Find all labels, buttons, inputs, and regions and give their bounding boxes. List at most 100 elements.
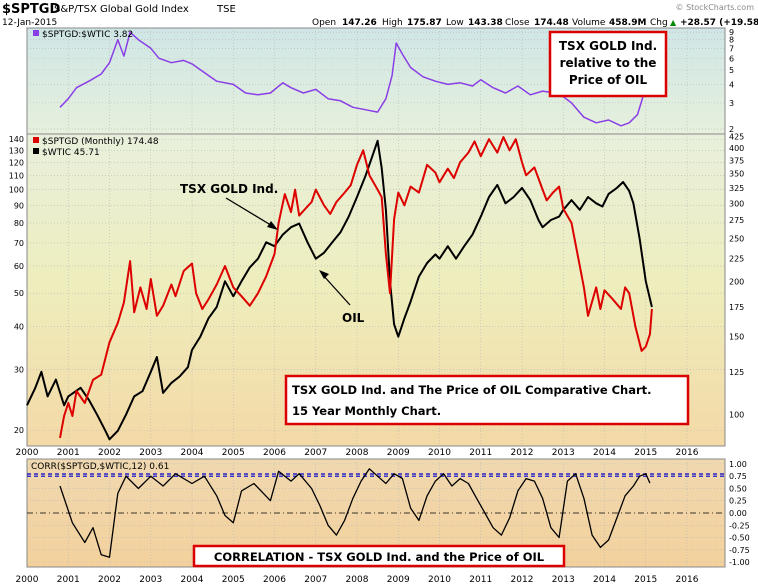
x-tick-label-mid: 2007: [304, 448, 327, 458]
chg-value: +28.57 (+19.58%): [680, 18, 758, 28]
ratio-callout-line-3: Price of OIL: [569, 73, 648, 87]
gold-y-tick-label: 40: [14, 323, 24, 332]
correlation-callout: CORRELATION - TSX GOLD Ind. and the Pric…: [192, 544, 566, 568]
oil-legend-swatch: [33, 148, 39, 154]
open-value: 147.26: [342, 18, 377, 28]
x-tick-label-bottom: 2005: [222, 575, 245, 585]
comparative-callout-line-1: TSX GOLD Ind. and The Price of OIL Compa…: [292, 383, 652, 397]
comparative-callout-line-2: 15 Year Monthly Chart.: [292, 404, 441, 418]
ratio-y-tick-label: 6: [729, 54, 734, 63]
x-tick-label-bottom: 2000: [16, 575, 39, 585]
gold-arrowhead-icon: [267, 221, 278, 230]
x-tick-label-bottom: 2002: [98, 575, 121, 585]
gold-legend-text: $SPTGD (Monthly) 174.48: [42, 137, 159, 147]
ratio-legend-text: $SPTGD:$WTIC 3.82: [42, 30, 133, 40]
ratio-y-tick-label: 8: [729, 36, 734, 45]
x-tick-label-bottom: 2003: [139, 575, 162, 585]
x-tick-label-mid: 2002: [98, 448, 121, 458]
ratio-y-tick-label: 7: [729, 44, 734, 53]
header-index-name: S&P/TSX Global Gold Index: [54, 4, 189, 15]
oil-y-tick-label: 200: [729, 277, 744, 286]
price-legend: $SPTGD (Monthly) 174.48 $WTIC 45.71: [33, 137, 159, 158]
x-tick-label-mid: 2011: [469, 448, 492, 458]
gold-y-tick-label: 130: [9, 146, 24, 155]
x-tick-label-mid: 2005: [222, 448, 245, 458]
gold-y-tick-label: 120: [9, 158, 24, 167]
x-tick-label-mid: 2001: [57, 448, 80, 458]
chg-arrow-icon: ▲: [670, 18, 677, 27]
header-date: 12-Jan-2015: [2, 18, 57, 28]
corr-y-tick-label: -0.75: [729, 546, 750, 555]
chg-label: Chg: [650, 18, 668, 28]
gold-y-tick-label: 110: [9, 171, 24, 180]
x-tick-label-bottom: 2007: [304, 575, 327, 585]
ratio-callout-line-1: TSX GOLD Ind.: [559, 39, 657, 53]
gold-line: [59, 136, 653, 439]
ohlc-readout: Open 147.26 High 175.87 Low 143.38 Close…: [312, 18, 758, 28]
ratio-y-tick-label: 2: [729, 125, 734, 134]
ratio-y-tick-label: 4: [729, 80, 734, 89]
x-tick-label-bottom: 2012: [511, 575, 534, 585]
corr-y-tick-label: -1.00: [729, 558, 750, 567]
oil-arrowhead-icon: [319, 270, 329, 279]
x-tick-label-bottom: 2006: [263, 575, 286, 585]
comparative-callout-box: [284, 374, 690, 426]
high-value: 175.87: [407, 18, 442, 28]
ratio-callout: TSX GOLD Ind. relative to the Price of O…: [548, 30, 668, 98]
oil-y-tick-label: 400: [729, 144, 744, 153]
x-tick-label-mid: 2013: [552, 448, 575, 458]
corr-y-tick-label: 0.25: [729, 497, 747, 506]
x-tick-label-bottom: 2008: [346, 575, 369, 585]
x-tick-label-mid: 2015: [634, 448, 657, 458]
corr-y-tick-label: -0.25: [729, 521, 750, 530]
x-tick-label-bottom: 2014: [593, 575, 616, 585]
gold-y-tick-label: 30: [14, 366, 24, 375]
close-value: 174.48: [534, 18, 569, 28]
corr-y-tick-label: 0.00: [729, 509, 747, 518]
correlation-callout-text: CORRELATION - TSX GOLD Ind. and the Pric…: [214, 550, 545, 564]
x-tick-label-bottom: 2013: [552, 575, 575, 585]
oil-y-tick-label: 175: [729, 303, 744, 312]
oil-y-tick-label: 325: [729, 184, 744, 193]
gold-y-tick-label: 80: [14, 219, 24, 228]
x-tick-label-mid: 2003: [139, 448, 162, 458]
ratio-callout-line-2: relative to the: [560, 56, 657, 70]
oil-y-tick-label: 100: [729, 411, 744, 420]
gold-y-tick-label: 60: [14, 262, 24, 271]
gold-y-tick-label: 100: [9, 186, 24, 195]
corr-y-tick-label: -0.50: [729, 534, 750, 543]
x-tick-label-mid: 2016: [676, 448, 699, 458]
oil-annotation-arrow: [321, 273, 351, 306]
gold-y-tick-label: 70: [14, 239, 24, 248]
x-tick-label-mid: 2012: [511, 448, 534, 458]
oil-y-tick-label: 250: [729, 234, 744, 243]
volume-value: 458.9M: [609, 18, 646, 28]
oil-annotation: OIL: [319, 270, 365, 325]
oil-y-tick-label: 125: [729, 368, 744, 377]
ratio-y-tick-label: 3: [729, 99, 734, 108]
corr-legend: CORR($SPTGD,$WTIC,12) 0.61: [31, 462, 169, 472]
header-exchange: TSE: [216, 4, 236, 15]
x-tick-label-bottom: 2004: [181, 575, 204, 585]
oil-y-tick-label: 225: [729, 255, 744, 264]
ratio-y-tick-label: 9: [729, 28, 734, 37]
x-tick-label-mid: 2004: [181, 448, 204, 458]
correlation-callout-box: [192, 544, 566, 568]
x-tick-label-mid: 2008: [346, 448, 369, 458]
corr-y-tick-label: 0.75: [729, 472, 747, 481]
low-value: 143.38: [468, 18, 503, 28]
oil-y-tick-label: 275: [729, 216, 744, 225]
gold-annotation-arrow: [225, 197, 275, 228]
oil-annotation-text: OIL: [342, 311, 365, 325]
close-label: Close: [505, 18, 530, 28]
oil-y-tick-label: 375: [729, 156, 744, 165]
high-label: High: [382, 18, 403, 28]
gold-y-tick-label: 20: [14, 426, 24, 435]
ratio-legend-swatch: [33, 30, 39, 36]
oil-y-tick-label: 425: [729, 132, 744, 141]
gold-annotation-text: TSX GOLD Ind.: [180, 182, 278, 196]
oil-y-tick-label: 350: [729, 170, 744, 179]
x-tick-label-bottom: 2016: [676, 575, 699, 585]
oil-line: [26, 139, 653, 441]
